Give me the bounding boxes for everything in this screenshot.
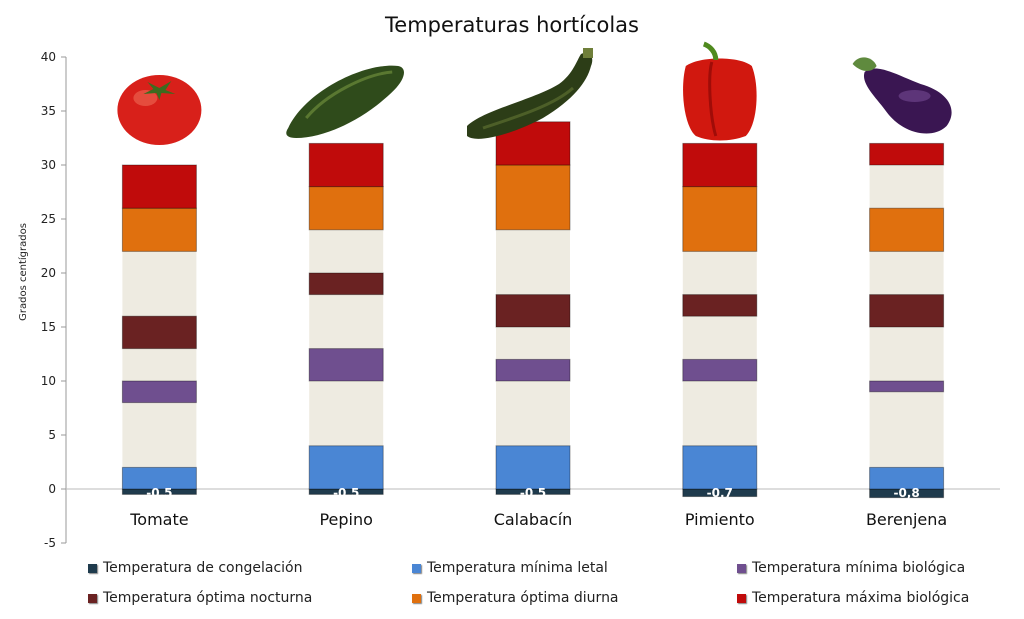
bar-optima-diurna <box>869 207 945 252</box>
legend-swatch <box>737 593 746 603</box>
y-tick-label: 25 <box>41 212 56 226</box>
data-label: -0,8 <box>893 486 919 500</box>
x-tick-label: Calabacín <box>494 510 573 529</box>
data-label: -0,5 <box>146 486 172 500</box>
bar-maxima-biologica <box>308 142 384 188</box>
legend-label: Temperatura mínima letal <box>427 560 608 576</box>
x-tick-label: Pimiento <box>685 510 755 529</box>
data-label: -0,7 <box>707 486 733 500</box>
bar-minima-letal <box>121 466 197 490</box>
legend-label: Temperatura óptima diurna <box>427 590 619 606</box>
zucchini-icon <box>467 48 593 139</box>
legend-label: Temperatura máxima biológica <box>752 590 970 606</box>
bar-optima-nocturna <box>121 315 197 350</box>
legend-label: Temperatura óptima nocturna <box>103 590 313 606</box>
legend-swatch <box>412 563 421 573</box>
bar-optima-nocturna <box>308 272 384 296</box>
y-tick-label: 20 <box>41 266 56 280</box>
y-tick-label: 30 <box>41 158 56 172</box>
pepper-icon <box>683 41 757 141</box>
legend-label: Temperatura de congelación <box>103 560 303 576</box>
bar-minima-biologica <box>682 358 758 382</box>
bar-minima-biologica <box>121 380 197 404</box>
eggplant-icon <box>852 57 952 134</box>
cucumber-icon <box>286 65 404 138</box>
x-tick-label: Pepino <box>319 510 372 529</box>
bar-minima-letal <box>869 466 945 490</box>
legend-swatch <box>412 593 421 603</box>
bar-optima-nocturna <box>682 294 758 317</box>
legend-swatch <box>88 563 97 573</box>
bar-optima-nocturna <box>495 294 571 328</box>
bar-maxima-biologica <box>869 142 945 166</box>
bar-minima-letal <box>495 445 571 490</box>
bar-minima-biologica <box>869 380 945 393</box>
x-tick-label: Tomate <box>129 510 188 529</box>
x-tick-label: Berenjena <box>866 510 947 529</box>
y-tick-label: 0 <box>48 482 56 496</box>
chart: Temperaturas hortícolas Grados centígrad… <box>17 13 1000 550</box>
legend-item-maxima-biologica: Temperatura máxima biológica <box>737 588 969 608</box>
bar-optima-diurna <box>308 186 384 231</box>
y-tick-label: 40 <box>41 50 56 64</box>
legend-item-minima-letal: Temperatura mínima letal <box>412 558 608 578</box>
data-label: -0,5 <box>333 486 359 500</box>
legend: Temperatura de congelación Temperatura m… <box>0 552 1024 612</box>
bar-optima-diurna <box>121 207 197 252</box>
chart-title: Temperaturas hortícolas <box>384 13 639 37</box>
legend-item-optima-nocturna: Temperatura óptima nocturna <box>88 588 312 608</box>
y-tick-label: 10 <box>41 374 56 388</box>
data-label: -0,5 <box>520 486 546 500</box>
bar-minima-letal <box>308 445 384 490</box>
legend-swatch <box>737 563 746 573</box>
legend-item-congelacion: Temperatura de congelación <box>88 558 303 578</box>
legend-item-minima-biologica: Temperatura mínima biológica <box>737 558 965 578</box>
tomato-icon <box>117 75 202 145</box>
legend-label: Temperatura mínima biológica <box>752 560 966 576</box>
bar-optima-diurna <box>682 186 758 252</box>
bar-optima-diurna <box>495 164 571 231</box>
y-tick-label: 15 <box>41 320 56 334</box>
bar-optima-nocturna <box>869 294 945 328</box>
bar-minima-biologica <box>495 358 571 382</box>
bar-minima-letal <box>682 445 758 490</box>
y-tick-label: -5 <box>44 536 56 550</box>
y-axis-label: Grados centígrados <box>17 223 29 321</box>
y-tick-label: 5 <box>48 428 56 442</box>
legend-swatch <box>88 593 97 603</box>
y-tick-label: 35 <box>41 104 56 118</box>
legend-item-optima-diurna: Temperatura óptima diurna <box>412 588 619 608</box>
bar-minima-biologica <box>308 348 384 382</box>
bar-maxima-biologica <box>682 142 758 188</box>
bar-maxima-biologica <box>121 164 197 209</box>
